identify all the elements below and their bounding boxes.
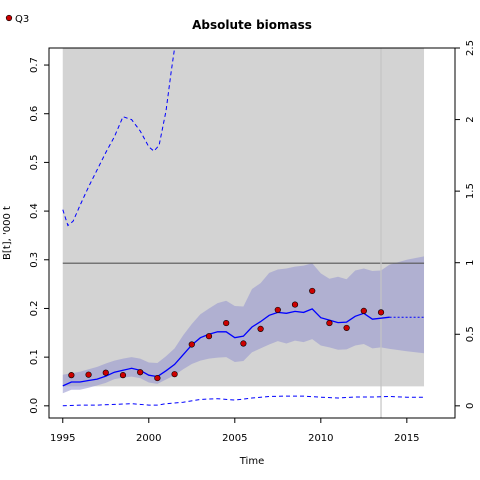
y2-tick-label: 0 [465, 403, 476, 409]
y-tick-label: 0.5 [29, 154, 40, 170]
axes: 1995 2000 2005 2010 2015 0.0 0.1 0.2 0.3 0.4 0.5 0.… [29, 40, 476, 444]
legend-marker-q3 [5, 14, 13, 22]
biomass-line [62, 308, 390, 387]
data-point [257, 325, 264, 333]
y-tick-label: 0.6 [29, 106, 40, 122]
data-point [223, 319, 230, 327]
data-point [188, 341, 195, 348]
data-point [68, 372, 75, 379]
y-axis-label: B[t], '000 t [2, 206, 13, 260]
confidence-band [62, 256, 425, 394]
y-tick-label: 0.0 [29, 398, 40, 414]
x-axis-label: Time [239, 456, 264, 467]
y2-tick-label: 1.5 [465, 183, 476, 199]
legend: Q3 [5, 14, 29, 25]
plot-content [62, 48, 425, 418]
data-point [343, 324, 350, 332]
harvest-lower-dashed [62, 395, 424, 407]
y-tick-label: 0.7 [29, 57, 40, 73]
x-tick-label: 2010 [308, 433, 333, 444]
plot-frame [48, 47, 456, 419]
data-point [119, 372, 127, 379]
data-point [326, 319, 333, 327]
data-point [274, 306, 281, 314]
y2-tick-label: 0.5 [465, 326, 476, 342]
data-point [240, 340, 247, 347]
x-tick-label: 2015 [394, 433, 419, 444]
data-point [309, 287, 316, 295]
data-point [205, 333, 213, 340]
data-point [291, 301, 299, 308]
data-point [85, 371, 92, 378]
y-tick-label: 0.2 [29, 301, 40, 317]
data-point [137, 369, 144, 376]
data-point [377, 309, 385, 316]
y2-tick-label: 2 [465, 116, 476, 122]
y2-tick-label: 2.5 [465, 40, 476, 56]
x-tick-label: 2005 [222, 433, 247, 444]
y2-tick-label: 1 [465, 260, 476, 266]
y-tick-label: 0.4 [29, 203, 40, 219]
data-point [360, 307, 367, 314]
harvest-upper-dashed [62, 48, 176, 227]
data-point [154, 374, 161, 382]
y-tick-label: 0.1 [29, 349, 40, 365]
x-tick-label: 1995 [50, 433, 75, 444]
chart-title: Absolute biomass [192, 18, 312, 32]
x-tick-label: 2000 [136, 433, 161, 444]
data-point [102, 369, 109, 376]
plot-area [62, 48, 425, 418]
data-point [171, 371, 178, 378]
y-tick-label: 0.3 [29, 252, 40, 268]
legend-label-q3: Q3 [15, 14, 29, 25]
